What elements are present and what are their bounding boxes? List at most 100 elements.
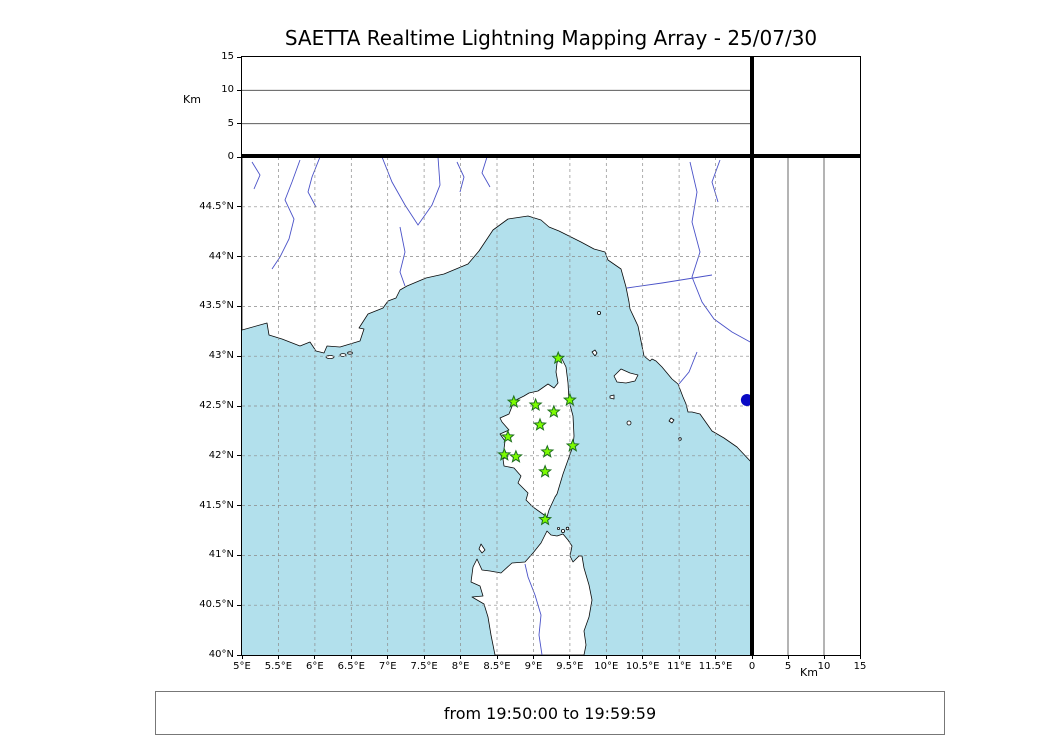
- lma-station-marker: [506, 394, 521, 409]
- lon-tick-label: 6°E: [306, 661, 324, 672]
- lon-tick-label: 9°E: [524, 661, 543, 672]
- map-svg: [242, 157, 752, 655]
- lon-tick-mark: [569, 655, 571, 659]
- alt-tick-label: 5: [227, 117, 234, 129]
- lon-tick-mark: [605, 655, 607, 659]
- lat-tick-mark: [237, 405, 241, 407]
- altitude-longitude-panel: [241, 56, 753, 158]
- lat-tick-label: 42°N: [208, 449, 234, 461]
- island-maddalena: [560, 528, 565, 533]
- alt-tick-mark: [823, 655, 825, 659]
- alt-tick-mark: [237, 89, 241, 91]
- lon-tick-label: 8.5°E: [483, 661, 511, 672]
- panel-divider-vertical: [750, 56, 754, 656]
- alt-tick-label: 15: [853, 661, 867, 672]
- altitude-axis-label-right: Km: [800, 666, 818, 679]
- lat-tick-label: 44.5°N: [199, 200, 234, 212]
- corner-panel: [751, 56, 861, 158]
- lma-station-marker: [508, 449, 523, 463]
- alt-tick-mark: [237, 123, 241, 125]
- island-maddalena: [565, 526, 570, 531]
- altitude-latitude-plot: [787, 157, 825, 655]
- map-gridlines: [242, 157, 752, 655]
- lat-tick-mark: [237, 206, 241, 208]
- lon-tick-mark: [496, 655, 498, 659]
- panel-divider-horizontal: [241, 154, 861, 158]
- lon-tick-label: 9.5°E: [556, 661, 584, 672]
- altitude-axis-label-top: Km: [183, 93, 201, 106]
- lat-tick-label: 42.5°N: [199, 400, 234, 411]
- island-asinara: [478, 543, 486, 554]
- lightning-detection-marker: [740, 394, 752, 406]
- figure-title: SAETTA Realtime Lightning Mapping Array …: [284, 26, 818, 50]
- island-giglio: [668, 417, 675, 424]
- lat-tick-mark: [237, 554, 241, 556]
- status-bar: from 19:50:00 to 19:59:59: [155, 691, 945, 735]
- island-gorgona: [596, 310, 601, 315]
- lon-tick-mark: [715, 655, 717, 659]
- lat-tick-mark: [237, 256, 241, 258]
- lon-tick-mark: [460, 655, 462, 659]
- lat-tick-label: 43.5°N: [199, 300, 234, 312]
- lat-tick-label: 40.5°N: [199, 599, 234, 611]
- lma-station-marker: [551, 350, 566, 365]
- lon-tick-label: 10°E: [594, 661, 619, 672]
- lat-tick-mark: [237, 654, 241, 656]
- altitude-longitude-plot: [242, 89, 752, 125]
- lat-tick-label: 41.5°N: [199, 499, 234, 511]
- altitude-latitude-panel: [751, 156, 861, 656]
- lma-station-marker: [538, 512, 553, 526]
- lma-station-marker: [528, 397, 543, 412]
- lon-tick-mark: [678, 655, 680, 659]
- rivers: [251, 157, 752, 655]
- lon-tick-label: 11°E: [667, 661, 692, 672]
- lma-station-marker: [500, 429, 515, 443]
- lma-station-marker: [540, 444, 555, 458]
- alt-tick-label: 5: [784, 661, 792, 672]
- lon-tick-mark: [277, 655, 279, 659]
- lma-station-marker: [533, 417, 547, 431]
- lon-tick-label: 5°E: [233, 661, 251, 672]
- alt-tick-mark: [237, 56, 241, 58]
- lon-tick-label: 6.5°E: [337, 661, 365, 672]
- alt-tick-label: 0: [748, 661, 756, 672]
- island-sardinia: [470, 530, 593, 655]
- lon-tick-label: 5.5°E: [264, 661, 293, 672]
- island-port-cros: [339, 353, 347, 357]
- lon-tick-label: 7°E: [378, 661, 397, 672]
- lon-tick-label: 11.5°E: [698, 661, 733, 672]
- lon-tick-mark: [314, 655, 316, 659]
- island-levant: [347, 351, 353, 355]
- lat-tick-mark: [237, 604, 241, 606]
- lma-station-marker: [546, 404, 561, 418]
- alt-tick-label: 15: [221, 51, 234, 62]
- lma-station-marker: [538, 464, 553, 478]
- lon-tick-label: 8°E: [451, 661, 470, 672]
- island-montecristo: [626, 420, 632, 426]
- alt-tick-label: 0: [227, 151, 234, 162]
- lma-station-marker: [497, 447, 512, 461]
- lat-tick-mark: [237, 455, 241, 457]
- alt-tick-mark: [751, 655, 753, 659]
- lon-tick-mark: [642, 655, 644, 659]
- lma-station-marker: [562, 392, 577, 407]
- lat-tick-label: 41°N: [208, 549, 234, 561]
- alt-tick-label: 10: [221, 84, 234, 96]
- lon-tick-mark: [350, 655, 352, 659]
- lon-tick-mark: [423, 655, 425, 659]
- lma-station-marker: [565, 438, 580, 452]
- lat-tick-mark: [237, 355, 241, 357]
- alt-tick-mark: [237, 156, 241, 158]
- alt-tick-mark: [859, 655, 861, 659]
- lon-tick-mark: [532, 655, 534, 659]
- alt-tick-mark: [787, 655, 789, 659]
- map-markers: [497, 350, 752, 526]
- island-pianosa: [609, 394, 615, 400]
- island-capraia: [591, 349, 598, 357]
- landmasses: [242, 157, 752, 655]
- status-text: from 19:50:00 to 19:59:59: [443, 703, 657, 723]
- island-maddalena: [556, 526, 560, 530]
- map-panel: [241, 156, 753, 656]
- lat-tick-mark: [237, 305, 241, 307]
